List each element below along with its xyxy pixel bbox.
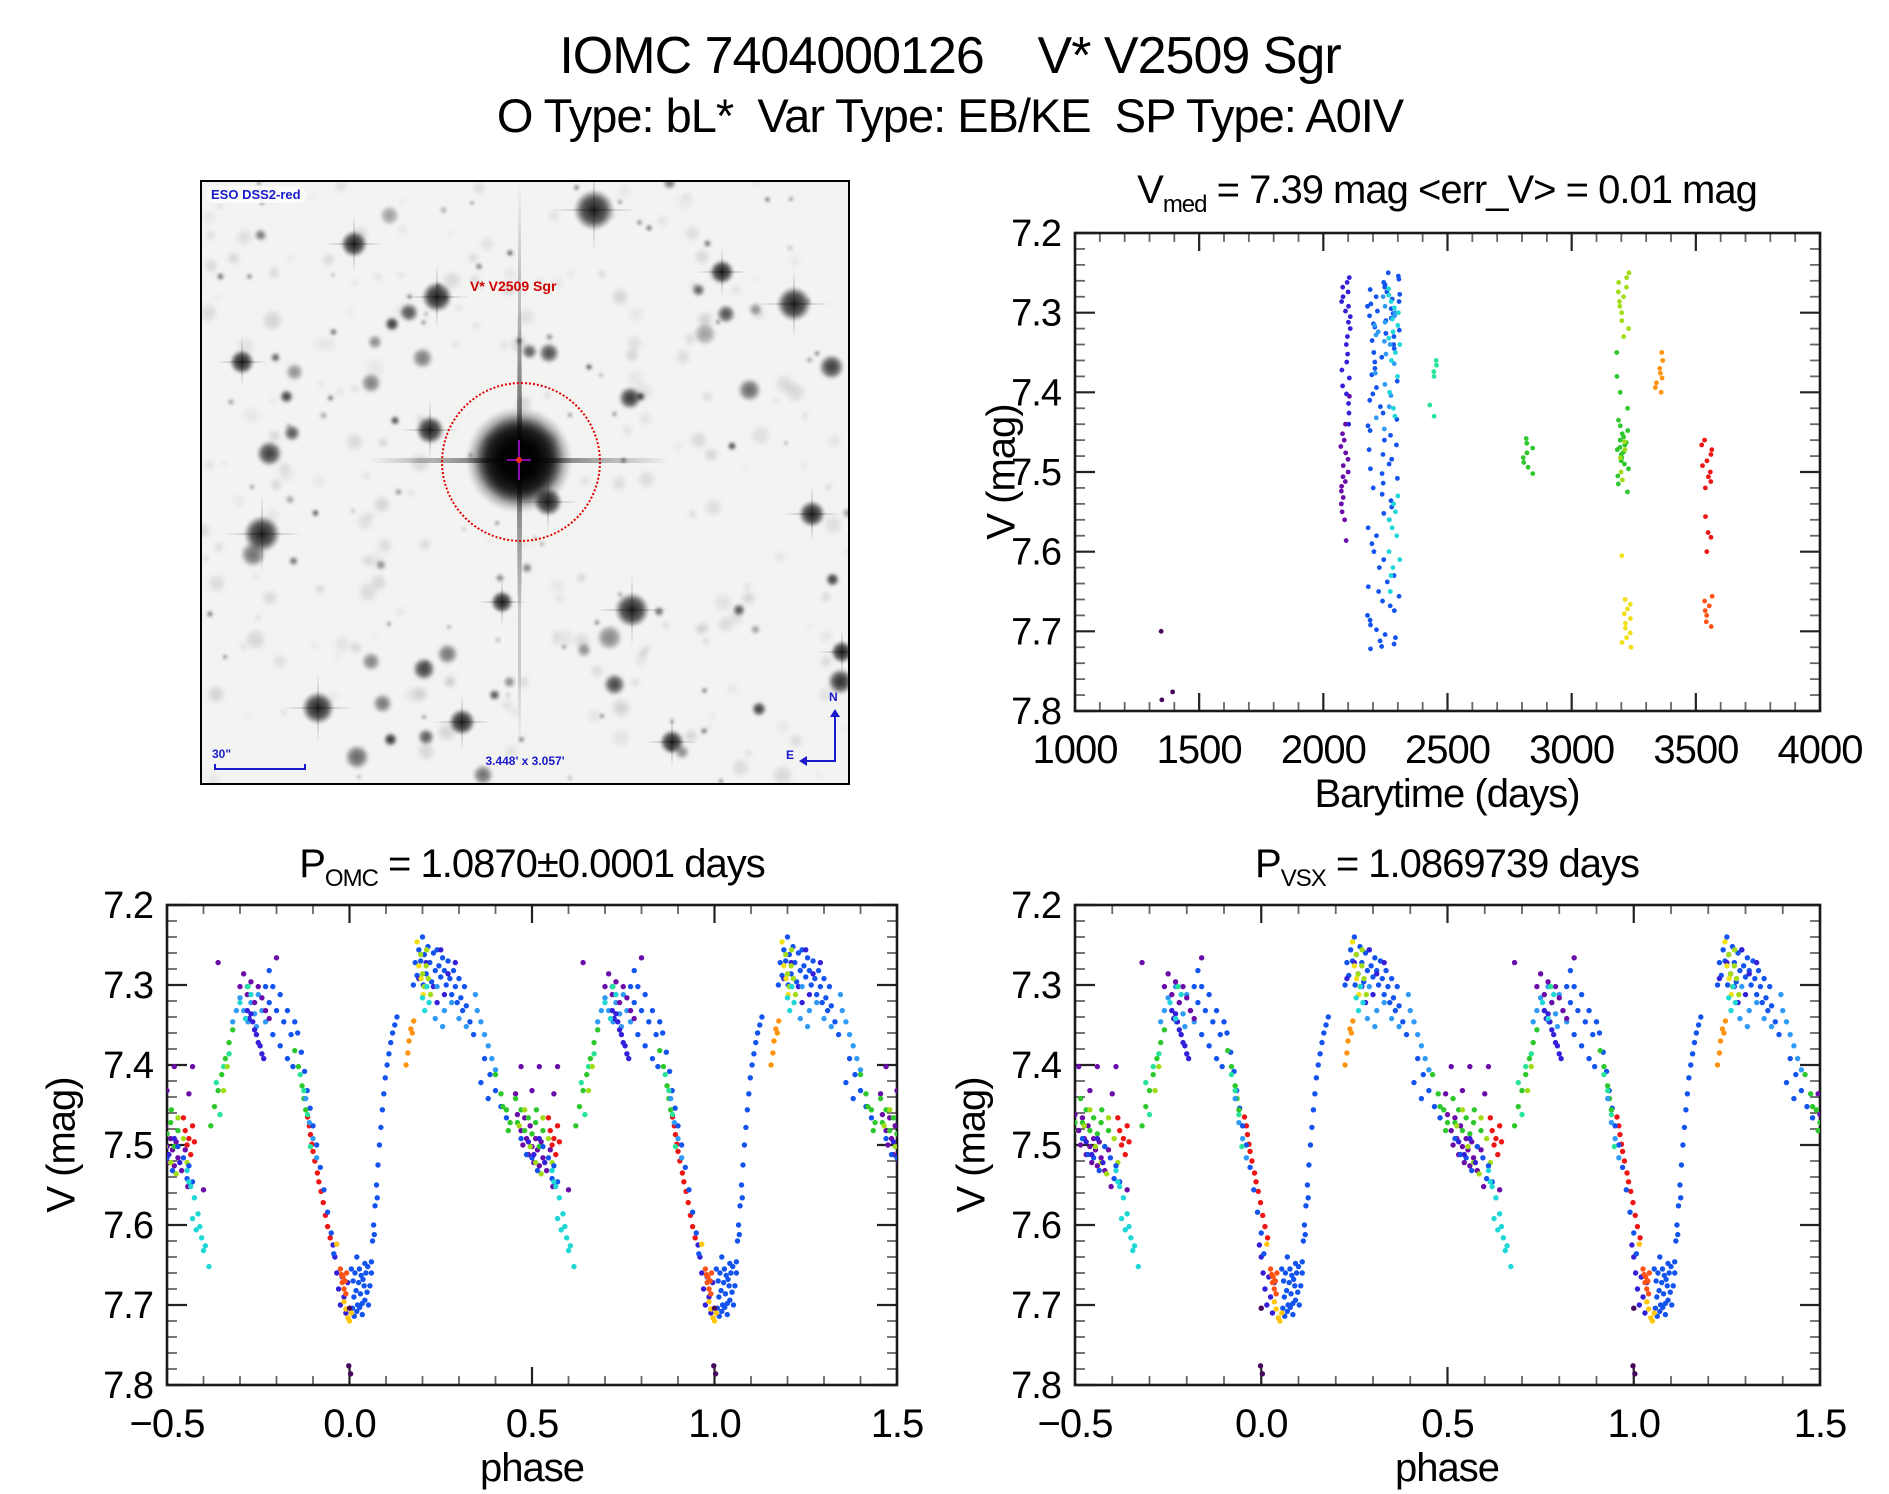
compass-east-label: E <box>786 748 795 762</box>
svg-text:3000: 3000 <box>1529 728 1614 772</box>
barytime-xlabel: Barytime (days) <box>1314 772 1580 816</box>
svg-text:7.4: 7.4 <box>1011 372 1062 414</box>
svg-text:7.6: 7.6 <box>1011 532 1061 574</box>
svg-text:2500: 2500 <box>1405 728 1490 772</box>
svg-text:0.5: 0.5 <box>1421 1402 1474 1446</box>
chart-omc: 7.2 7.3 7.4 7.5 7.6 7.7 7.8−0.5 0.0 0.5 1.0 1.5 <box>103 885 924 1446</box>
svg-text:7.5: 7.5 <box>1011 452 1061 494</box>
compass-north-arrow-icon <box>830 709 840 717</box>
svg-text:0.0: 0.0 <box>323 1402 376 1446</box>
scalebar-label: 30" <box>212 747 232 761</box>
svg-text:−0.5: −0.5 <box>1038 1402 1113 1446</box>
svg-text:7.2: 7.2 <box>1011 885 1061 927</box>
svg-text:7.5: 7.5 <box>103 1125 153 1167</box>
svg-text:7.3: 7.3 <box>103 965 153 1007</box>
vsx-chart-title: PVSX = 1.0869739 days <box>1255 842 1640 892</box>
svg-text:1000: 1000 <box>1033 728 1118 772</box>
svg-text:7.4: 7.4 <box>1011 1045 1062 1087</box>
finder-image: ESO DSS2-red V* V2509 Sgr 30" 3.448' x 3… <box>200 180 850 785</box>
compass-east-icon <box>806 760 835 762</box>
svg-text:0.5: 0.5 <box>506 1402 559 1446</box>
svg-text:1.5: 1.5 <box>1794 1402 1847 1446</box>
svg-text:7.3: 7.3 <box>1011 293 1061 335</box>
svg-text:1.0: 1.0 <box>688 1402 741 1446</box>
svg-text:4000: 4000 <box>1778 728 1863 772</box>
svg-text:7.7: 7.7 <box>1011 611 1061 653</box>
svg-text:1500: 1500 <box>1157 728 1242 772</box>
svg-text:7.6: 7.6 <box>1011 1205 1061 1247</box>
page-subtitle: O Type: bL* Var Type: EB/KE SP Type: A0I… <box>496 89 1404 142</box>
svg-text:7.2: 7.2 <box>103 885 153 927</box>
svg-text:7.8: 7.8 <box>1011 691 1061 733</box>
svg-text:7.7: 7.7 <box>103 1285 153 1327</box>
omc-xlabel: phase <box>480 1446 585 1490</box>
compass-north-label: N <box>829 690 838 704</box>
data-points <box>167 934 897 1377</box>
compass-east-arrow-icon <box>799 756 807 766</box>
svg-text:−0.5: −0.5 <box>130 1402 205 1446</box>
compass-north-icon <box>834 716 836 762</box>
svg-text:7.6: 7.6 <box>103 1205 153 1247</box>
target-label: V* V2509 Sgr <box>470 278 557 294</box>
target-circle <box>441 382 601 542</box>
svg-text:1.5: 1.5 <box>871 1402 924 1446</box>
svg-text:3500: 3500 <box>1653 728 1738 772</box>
data-points <box>1158 270 1715 703</box>
omc-chart-title: POMC = 1.0870±0.0001 days <box>299 842 766 892</box>
vsx-xlabel: phase <box>1395 1446 1500 1490</box>
scalebar <box>214 764 306 770</box>
svg-text:7.8: 7.8 <box>103 1365 153 1407</box>
svg-text:7.5: 7.5 <box>1011 1125 1061 1167</box>
svg-text:7.4: 7.4 <box>103 1045 154 1087</box>
target-marker-icon <box>516 457 522 463</box>
svg-text:7.8: 7.8 <box>1011 1365 1061 1407</box>
data-points <box>1075 934 1820 1377</box>
svg-text:7.3: 7.3 <box>1011 965 1061 1007</box>
svg-text:0.0: 0.0 <box>1235 1402 1288 1446</box>
svg-text:1.0: 1.0 <box>1607 1402 1660 1446</box>
svg-text:7.7: 7.7 <box>1011 1285 1061 1327</box>
fov-label: 3.448' x 3.057' <box>485 754 565 768</box>
chart-vsx: 7.2 7.3 7.4 7.5 7.6 7.7 7.8−0.5 0.0 0.5 1.0 1.5 <box>1011 885 1847 1446</box>
barytime-chart-title: Vmed = 7.39 mag <err_V> = 0.01 mag <box>1137 168 1758 218</box>
svg-text:7.2: 7.2 <box>1011 213 1061 255</box>
svg-text:2000: 2000 <box>1281 728 1366 772</box>
survey-badge: ESO DSS2-red <box>206 186 306 203</box>
page-title: IOMC 7404000126 V* V2509 Sgr <box>559 27 1341 85</box>
